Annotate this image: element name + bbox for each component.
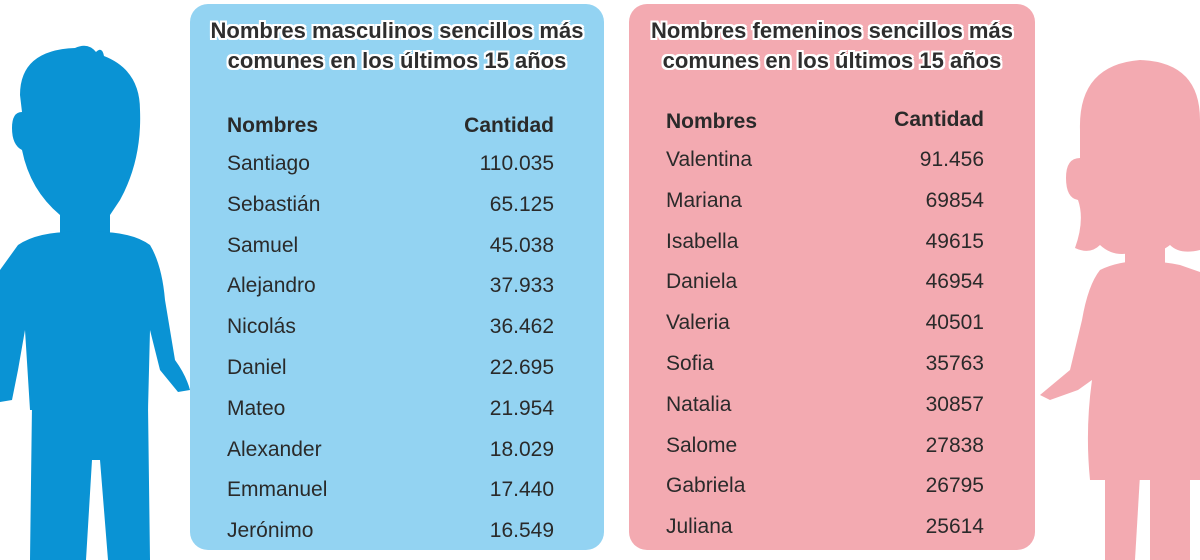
female-count-cell: 49615 — [925, 229, 984, 253]
male-name-cell: Mateo — [227, 396, 286, 420]
female-name-cell: Salome — [666, 433, 738, 457]
female-count-cell: 35763 — [925, 352, 984, 375]
female-name-cell: Daniela — [666, 270, 738, 294]
female-count-cell: 25614 — [925, 515, 984, 539]
male-count-cell: 22.695 — [489, 356, 554, 379]
male-count-cell: 65.125 — [489, 192, 554, 216]
male-panel-title: Nombres masculinos sencillos más comunes… — [190, 16, 604, 76]
male-name-cell: Santiago — [227, 152, 310, 175]
male-count-cell: 16.549 — [489, 519, 554, 543]
male-count-cell: 37.933 — [489, 274, 554, 298]
male-name-cell: Daniel — [227, 356, 287, 379]
female-names-panel: Nombres femeninos sencillos más comunes … — [629, 4, 1035, 550]
male-count-cell: 110.035 — [479, 152, 554, 175]
female-name-cell: Isabella — [666, 229, 739, 253]
male-col-count-header: Cantidad — [464, 114, 554, 137]
female-count-cell: 46954 — [925, 270, 984, 294]
female-name-cell: Mariana — [666, 188, 742, 212]
female-panel-title: Nombres femeninos sencillos más comunes … — [629, 16, 1035, 76]
male-name-cell: Jerónimo — [227, 519, 314, 543]
female-col-names-header: Nombres — [666, 110, 758, 133]
male-count-cell: 21.954 — [489, 396, 554, 420]
female-count-cell: 40501 — [925, 311, 984, 335]
female-col-count-header: Cantidad — [894, 108, 984, 131]
female-name-cell: Gabriela — [666, 474, 746, 498]
male-name-cell: Samuel — [227, 233, 299, 257]
male-name-cell: Emmanuel — [227, 478, 328, 502]
female-count-cell: 30857 — [925, 392, 984, 416]
male-names-panel: Nombres masculinos sencillos más comunes… — [190, 4, 604, 550]
male-col-names-header: Nombres — [227, 114, 319, 137]
female-count-cell: 69854 — [925, 188, 984, 212]
boy-silhouette-icon — [0, 45, 190, 560]
male-title-line1: Nombres masculinos sencillos más — [210, 18, 584, 43]
female-name-cell: Valentina — [666, 148, 753, 171]
female-title-line1: Nombres femeninos sencillos más — [651, 18, 1013, 43]
male-count-cell: 17.440 — [489, 478, 554, 502]
female-name-cell: Juliana — [666, 515, 733, 539]
female-name-cell: Valeria — [666, 311, 730, 335]
female-title-line2: comunes en los últimos 15 años — [662, 48, 1002, 73]
male-title-line2: comunes en los últimos 15 años — [227, 48, 567, 73]
female-count-cell: 91.456 — [919, 148, 984, 171]
male-name-cell: Alejandro — [227, 274, 316, 298]
male-count-cell: 45.038 — [489, 233, 554, 257]
male-name-cell: Sebastián — [227, 192, 321, 216]
male-count-cell: 36.462 — [489, 315, 554, 339]
female-name-cell: Natalia — [666, 392, 732, 416]
female-name-cell: Sofia — [666, 352, 714, 375]
female-count-cell: 26795 — [925, 474, 984, 498]
male-name-cell: Nicolás — [227, 315, 296, 339]
girl-silhouette-icon — [1040, 60, 1200, 560]
male-count-cell: 18.029 — [489, 437, 554, 461]
male-name-cell: Alexander — [227, 437, 322, 461]
female-count-cell: 27838 — [925, 433, 984, 457]
